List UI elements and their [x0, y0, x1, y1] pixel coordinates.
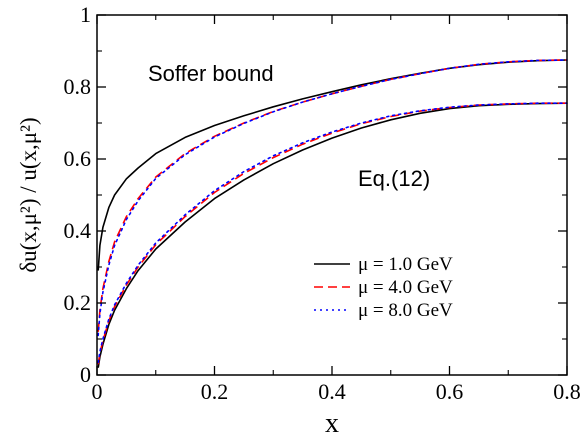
y-tick-label: 1: [80, 2, 91, 27]
legend-label: μ = 8.0 GeV: [358, 300, 453, 321]
series-line-2: [97, 59, 568, 332]
series-line-4: [97, 102, 568, 368]
y-tick-label: 0.8: [64, 74, 92, 99]
y-tick-label: 0.6: [64, 146, 92, 171]
y-tick-label: 0.2: [64, 290, 92, 315]
x-tick-label: 0: [92, 379, 103, 404]
legend-label: μ = 1.0 GeV: [358, 254, 453, 275]
x-tick-label: 0.8: [553, 379, 581, 404]
y-tick-label: 0.4: [64, 218, 92, 243]
x-axis-label: x: [325, 408, 339, 437]
annotation-eq12: Eq.(12): [358, 166, 430, 191]
x-tick-label: 0.2: [201, 379, 229, 404]
series-layer: [97, 59, 568, 368]
series-line-3: [97, 59, 568, 337]
x-tick-label: 0.4: [318, 379, 346, 404]
y-tick-label: 0: [80, 362, 91, 387]
x-tick-label: 0.6: [436, 379, 464, 404]
y-axis-label: δu(x,μ²) / u(x,μ²): [16, 117, 41, 272]
series-line-6: [97, 102, 568, 364]
legend-label: μ = 4.0 GeV: [358, 277, 453, 298]
ticks-layer: 0 0.2 0.4 0.6 0.8 0 0.2 0.4 0.6 0.8 1: [64, 2, 581, 404]
annotation-soffer-bound: Soffer bound: [148, 61, 274, 86]
